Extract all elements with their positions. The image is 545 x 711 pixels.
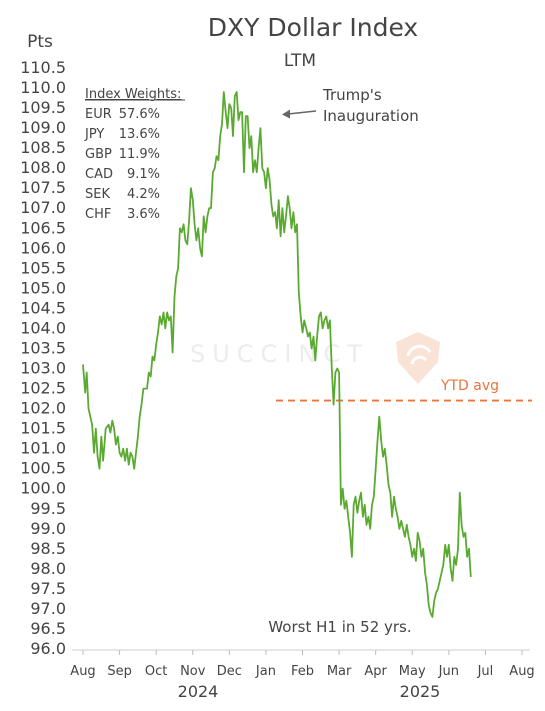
year-labels: 2024 2025 [178,682,441,701]
y-tick-label: 104.5 [20,298,66,317]
weight-value: 4.2% [127,187,160,202]
y-tick-label: 98.5 [30,539,66,558]
y-tick-label: 106.0 [20,238,66,257]
y-tick-label: 96.5 [30,619,66,638]
y-tick-label: 108.5 [20,138,66,157]
inauguration-annotation: Trump's Inauguration [282,86,419,125]
worst-h1-annotation: Worst H1 in 52 yrs. [268,618,411,636]
y-axis: 110.5110.0109.5109.0108.5108.0107.5107.0… [20,58,66,658]
y-tick-label: 109.5 [20,98,66,117]
inauguration-label-line: Inauguration [323,107,419,125]
x-tick-label: Aug [509,664,534,679]
y-tick-label: 101.0 [20,439,66,458]
x-axis: Aug Sep Oct Nov Dec Jan Feb Mar Apr May Jun Jul Aug [70,650,535,679]
y-tick-label: 103.5 [20,338,66,357]
weight-name: EUR [85,107,112,122]
y-tick-label: 109.0 [20,118,66,137]
y-tick-label: 97.0 [30,599,66,618]
y-tick-label: 101.5 [20,419,66,438]
y-tick-label: 97.5 [30,579,66,598]
year-label: 2025 [400,682,441,701]
x-tick-label: Jun [438,664,459,679]
inauguration-label-line: Trump's [322,86,382,104]
x-tick-label: May [399,664,426,679]
y-tick-label: 99.5 [30,499,66,518]
x-tick-label: Mar [327,664,352,679]
y-tick-label: 98.0 [30,559,66,578]
x-tick-label: Dec [217,664,242,679]
x-tick-label: Feb [291,664,314,679]
weight-name: GBP [85,147,112,162]
weight-value: 57.6% [119,107,160,122]
y-tick-label: 105.0 [20,278,66,297]
x-tick-label: Jan [255,664,276,679]
y-tick-label: 102.0 [20,399,66,418]
y-tick-label: 104.0 [20,318,66,337]
x-tick-label: Apr [364,664,387,679]
weight-name: CHF [85,207,111,222]
weight-value: 9.1% [127,167,160,182]
y-tick-label: 96.0 [30,639,66,658]
ytd-avg-label: YTD avg [440,378,499,394]
year-label: 2024 [178,682,219,701]
y-axis-unit: Pts [27,32,53,52]
weight-name: JPY [84,127,104,142]
y-tick-label: 110.5 [20,58,66,77]
chart-subtitle: LTM [284,51,316,71]
y-tick-label: 108.0 [20,158,66,177]
x-tick-label: Oct [145,664,167,679]
weight-name: CAD [85,167,113,182]
weight-value: 11.9% [119,147,160,162]
x-tick-label: Nov [180,664,206,679]
y-tick-label: 100.0 [20,479,66,498]
inauguration-arrow-head [282,109,290,119]
chart-title: DXY Dollar Index [208,13,418,42]
index-weights-heading: Index Weights: [85,87,181,102]
x-tick-label: Aug [70,664,95,679]
y-tick-label: 105.5 [20,258,66,277]
weight-name: SEK [85,187,110,202]
y-tick-label: 110.0 [20,78,66,97]
inauguration-arrow [287,110,317,115]
index-weights-box: Index Weights: EUR 57.6% JPY 13.6% GBP 1… [84,87,185,222]
y-tick-label: 100.5 [20,459,66,478]
y-tick-label: 103.0 [20,359,66,378]
inauguration-label: Trump's Inauguration [322,86,419,125]
y-tick-label: 102.5 [20,379,66,398]
y-tick-label: 107.0 [20,198,66,217]
x-tick-label: Jul [477,664,494,679]
y-tick-label: 106.5 [20,218,66,237]
watermark-text: SUCCINCT [190,340,369,368]
dxy-series-line [82,91,472,618]
weight-value: 3.6% [127,207,160,222]
y-tick-label: 107.5 [20,178,66,197]
weight-value: 13.6% [119,127,160,142]
x-tick-label: Sep [107,664,132,679]
y-tick-label: 99.0 [30,519,66,538]
watermark-logo-icon [396,332,440,384]
watermark: SUCCINCT [190,332,440,384]
